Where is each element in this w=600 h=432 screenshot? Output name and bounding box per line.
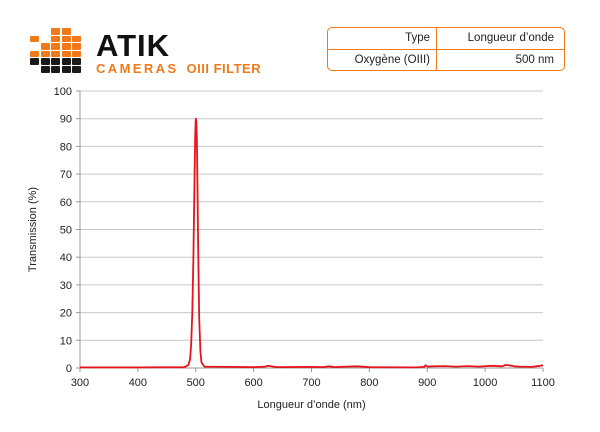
logo-block [61, 58, 71, 65]
logo-block [30, 50, 39, 58]
cell-wavelength: 500 nm [515, 54, 554, 66]
y-tick-label: 90 [60, 114, 72, 126]
atik-logo: ATIK CAMERAS OIII FILTER [30, 28, 280, 78]
cell-type: Oxygène (OIII) [354, 54, 430, 66]
table-row: Oxygène (OIII) 500 nm [328, 50, 564, 70]
x-tick-label: 600 [244, 377, 262, 389]
x-tick-labels: 300 400 500 600 700 800 900 1000 1100 [71, 377, 555, 389]
x-axis-label: Longueur d’onde (nm) [257, 399, 365, 411]
header-type: Type [405, 32, 430, 44]
y-tick-label: 60 [60, 197, 72, 209]
logo-block [40, 50, 50, 58]
y-tick-label: 80 [60, 141, 72, 153]
x-tick-label: 300 [71, 377, 89, 389]
logo-block [51, 35, 60, 43]
logo-cameras: CAMERAS [96, 61, 179, 76]
logo-block [72, 66, 81, 73]
logo-block [30, 35, 39, 43]
y-tick-label: 10 [60, 335, 72, 347]
logo-subtitle: CAMERAS OIII FILTER [96, 62, 261, 76]
y-tick-label: 70 [60, 169, 72, 181]
logo-block [72, 50, 81, 58]
logo-block [61, 50, 71, 58]
table-header-row: Type Longueur d’onde [328, 28, 564, 50]
header-wavelength: Longueur d’onde [467, 32, 554, 44]
logo-block [51, 43, 60, 50]
x-tick-label: 500 [187, 377, 205, 389]
logo-block [72, 58, 81, 65]
x-tick-label: 900 [418, 377, 436, 389]
logo-block [61, 28, 71, 35]
logo-filter-name: OIII FILTER [186, 61, 262, 76]
x-tick-label: 1100 [531, 377, 555, 389]
logo-block [51, 50, 60, 58]
logo-block [40, 58, 50, 65]
logo-blocks-icon [30, 28, 92, 74]
y-tick-label: 40 [60, 252, 72, 264]
logo-block [40, 43, 50, 50]
logo-block [30, 58, 39, 65]
grid-lines [80, 90, 543, 369]
y-tick-labels: 0 10 20 30 40 50 60 70 80 90 100 [54, 86, 72, 375]
x-tick-label: 400 [129, 377, 147, 389]
y-tick-label: 50 [60, 225, 72, 237]
filter-info-table: Type Longueur d’onde Oxygène (OIII) 500 … [327, 27, 565, 71]
y-axis-label: Transmission (%) [27, 187, 39, 272]
x-tick-label: 700 [302, 377, 320, 389]
logo-block [51, 28, 60, 35]
logo-block [72, 35, 81, 43]
x-tick-label: 800 [360, 377, 378, 389]
series-line [80, 117, 544, 369]
logo-block [40, 66, 50, 73]
logo-block [51, 66, 60, 73]
series-lines [80, 117, 544, 369]
y-tick-label: 20 [60, 308, 72, 320]
y-tick-label: 30 [60, 280, 72, 292]
x-tick-label: 1000 [473, 377, 497, 389]
logo-block [61, 66, 71, 73]
axes [76, 90, 544, 372]
logo-block [61, 43, 71, 50]
logo-brand: ATIK [96, 28, 171, 63]
y-tick-label: 100 [54, 86, 72, 98]
logo-block [61, 35, 71, 43]
y-tick-label: 0 [66, 363, 72, 375]
logo-block [72, 43, 81, 50]
logo-block [51, 58, 60, 65]
